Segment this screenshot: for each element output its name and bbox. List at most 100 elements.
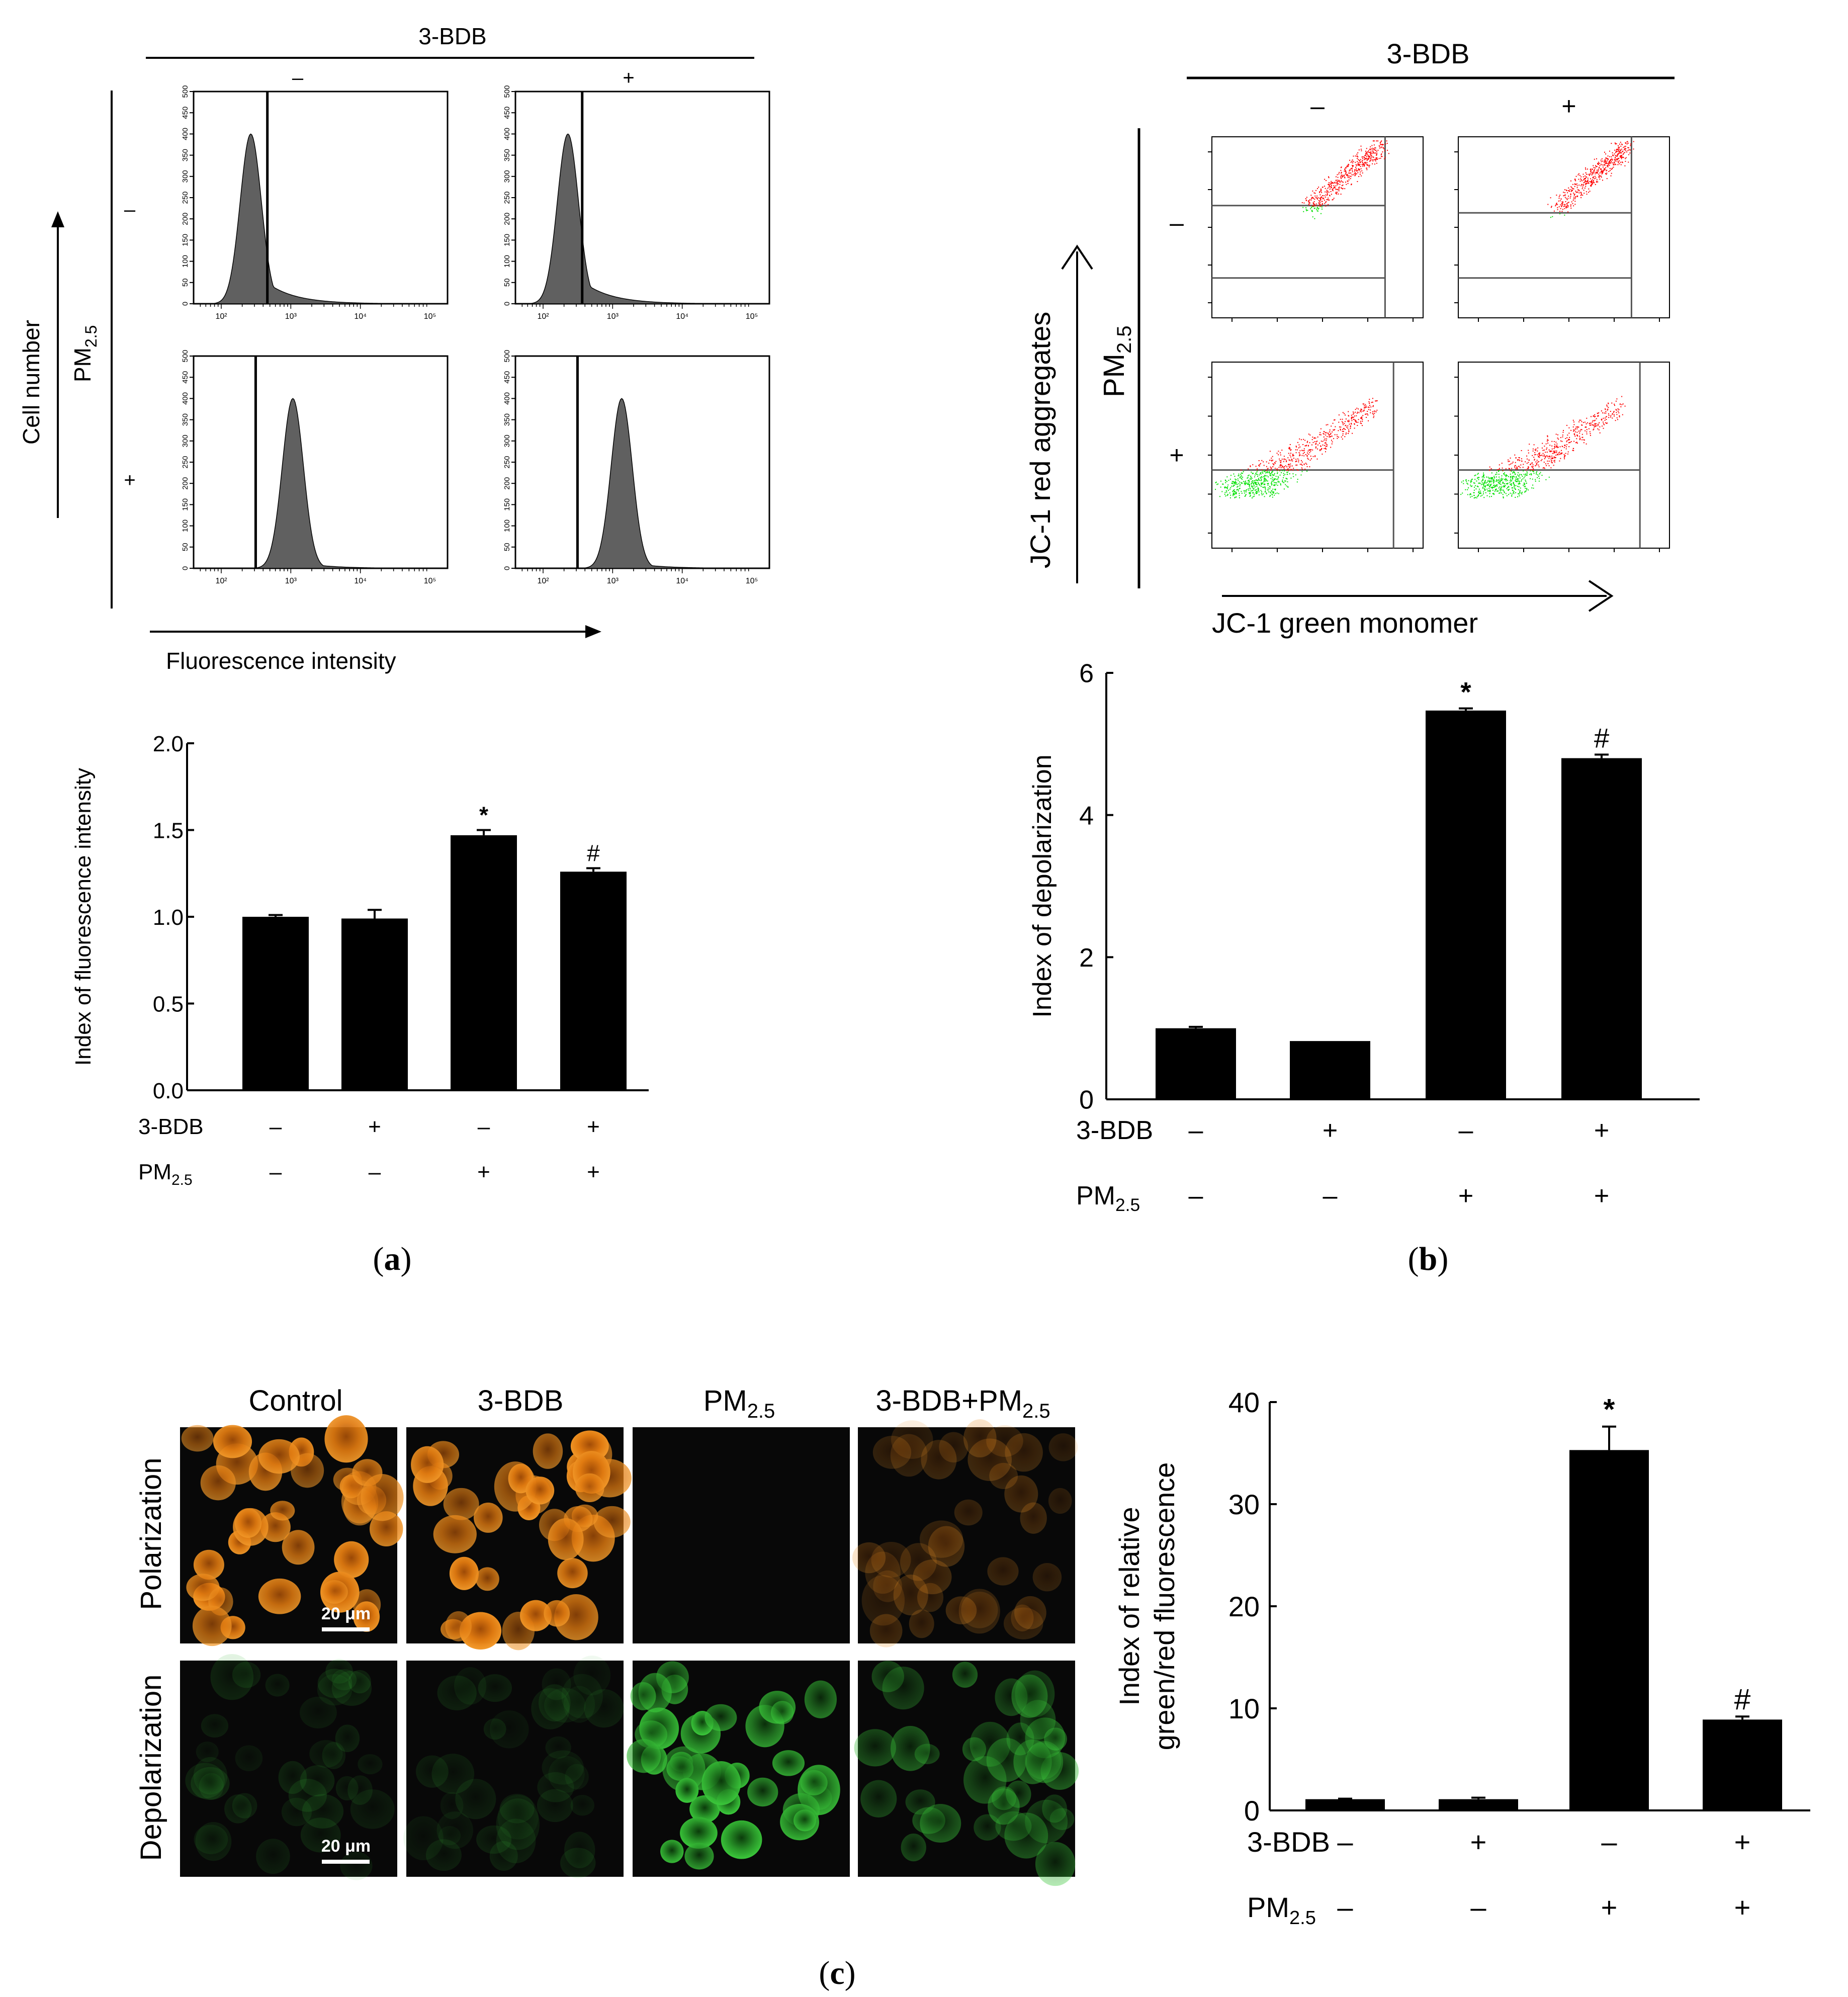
- histogram-y-tick-label: 350: [503, 149, 511, 161]
- depolarization-cell: [317, 1674, 353, 1706]
- chart-a-y-tick-label: 1.5: [153, 818, 184, 843]
- depolarization-cell: [265, 1674, 290, 1697]
- depolarization-cell: [662, 1746, 706, 1792]
- panel-c-row-label-depolarization: Depolarization: [135, 1675, 167, 1861]
- depolarization-cell: [358, 1754, 383, 1775]
- panel-a-col-label-minus: –: [292, 67, 304, 89]
- depolarization-cell: [772, 1750, 805, 1776]
- dotplot-frame: [1211, 136, 1424, 318]
- histogram-y-tick-label: 200: [503, 213, 511, 225]
- chart-a-row2-label: PM2.5: [138, 1160, 193, 1188]
- depolarization-cell: [627, 1739, 661, 1773]
- dotplot-red-aggregate-cloud: [1489, 396, 1626, 471]
- chart-a-bar: [341, 918, 408, 1090]
- depolarization-cell: [675, 1778, 699, 1803]
- depolarization-cell: [347, 1775, 373, 1805]
- polarization-cell: [1048, 1488, 1072, 1514]
- depolarization-cell: [1044, 1727, 1067, 1751]
- panel-c-col-label-3bdb: 3-BDB: [478, 1384, 564, 1417]
- chart-b-row2-subscript: 2.5: [1115, 1195, 1140, 1215]
- chart-b-y-tick-label: 2: [1079, 943, 1094, 973]
- histogram-x-tick-label: 10⁴: [676, 577, 688, 585]
- depolarization-cell: [952, 1662, 978, 1688]
- histogram-x-tick-label: 10²: [537, 312, 549, 321]
- chart-c-significance-mark: #: [1734, 1683, 1751, 1716]
- histogram-y-tick-label: 400: [181, 128, 190, 140]
- micrograph-frame: [633, 1427, 850, 1643]
- polarization-cell: [475, 1567, 499, 1591]
- histogram-y-tick-label: 50: [181, 278, 190, 287]
- polarization-cell: [234, 1508, 262, 1538]
- scale-bar-label-top: 20 μm: [321, 1604, 371, 1623]
- panel-letter-c: (c): [819, 1955, 855, 1991]
- depolarization-cell: [747, 1777, 778, 1807]
- polarization-cell: [353, 1601, 380, 1632]
- polarization-cell: [954, 1499, 983, 1526]
- histogram-curve: [515, 398, 770, 569]
- depolarization-cell: [548, 1756, 585, 1793]
- depolarization-cell: [256, 1839, 290, 1874]
- histogram-y-tick-label: 450: [181, 371, 190, 384]
- histogram-y-tick-label: 300: [503, 435, 511, 447]
- histogram-y-tick-label: 350: [503, 413, 511, 426]
- polarization-cell: [921, 1440, 957, 1480]
- histogram-x-tick-label: 10⁴: [354, 312, 367, 321]
- polarization-cell: [575, 1473, 604, 1503]
- polarization-cell: [361, 1474, 404, 1521]
- histogram-y-tick-label: 250: [181, 456, 190, 468]
- histogram-y-tick-label: 250: [503, 456, 511, 468]
- panel-letter-b: (b): [1408, 1241, 1449, 1277]
- dotplot-frame: [1211, 362, 1424, 549]
- depolarization-cell: [920, 1804, 961, 1843]
- polarization-cell: [193, 1549, 224, 1580]
- depolarization-cell: [335, 1724, 360, 1752]
- chart-c-row1-value: –: [1337, 1826, 1353, 1858]
- histogram-frame: [193, 355, 449, 569]
- chart-c-bar: [1703, 1719, 1782, 1810]
- polarization-cell: [548, 1518, 584, 1560]
- histogram-y-tick-label: 350: [181, 413, 190, 426]
- polarization-cell: [557, 1558, 588, 1589]
- depolarization-cell: [340, 1852, 373, 1880]
- chart-b-bar: [1290, 1041, 1370, 1099]
- histogram-y-tick-label: 350: [181, 149, 190, 161]
- polarization-cell: [1048, 1433, 1078, 1461]
- panel-b-col-label-minus: –: [1310, 92, 1325, 120]
- chart-b-significance-mark: #: [1594, 723, 1610, 754]
- depolarization-cell: [684, 1843, 714, 1870]
- dotplot-red-aggregate-cloud: [1241, 398, 1378, 471]
- depolarization-cell: [680, 1817, 718, 1849]
- chart-c-bar: [1569, 1450, 1649, 1810]
- histogram-y-tick-label: 100: [503, 519, 511, 532]
- histogram-y-tick-label: 400: [503, 392, 511, 405]
- panel-a: 3-BDB – + – + PM2.5 Cell number Fluoresc…: [18, 23, 770, 674]
- depolarization-cell: [630, 1682, 656, 1710]
- micrograph-grid: [180, 1415, 1079, 1886]
- chart-c-y-tick-label: 40: [1228, 1386, 1260, 1418]
- histogram-curve: [194, 398, 448, 569]
- depolarization-cell: [300, 1765, 335, 1797]
- depolarization-cell: [563, 1686, 595, 1723]
- polarization-cell: [919, 1520, 963, 1558]
- polarization-cell: [961, 1591, 998, 1628]
- histogram-x-tick-label: 10²: [215, 577, 227, 585]
- depolarization-cell: [497, 1795, 539, 1840]
- depolarization-cell: [235, 1745, 263, 1771]
- polarization-cell: [525, 1477, 555, 1505]
- panel-c-col-label-pm: PM2.5: [703, 1384, 775, 1422]
- chart-c-bar: [1439, 1799, 1518, 1810]
- polarization-cell: [200, 1465, 236, 1501]
- histogram-y-tick-label: 0: [503, 566, 511, 570]
- dotplot-green-monomer-cloud: [1215, 470, 1308, 499]
- histogram-x-tick-label: 10²: [537, 577, 549, 585]
- polarization-cell: [1032, 1563, 1062, 1592]
- chart-c-bar: [1305, 1799, 1385, 1810]
- chart-b-row2-label: PM2.5: [1076, 1181, 1140, 1215]
- chart-b-row1-value: –: [1189, 1116, 1203, 1145]
- chart-c-y-tick-label: 0: [1244, 1795, 1260, 1827]
- polarization-cell: [1005, 1433, 1043, 1472]
- panel-a-header: 3-BDB: [418, 23, 486, 49]
- dotplot-frame: [1458, 362, 1670, 549]
- chart-c-row1-value: +: [1734, 1826, 1751, 1858]
- panel-c-row-label-polarization: Polarization: [135, 1457, 167, 1610]
